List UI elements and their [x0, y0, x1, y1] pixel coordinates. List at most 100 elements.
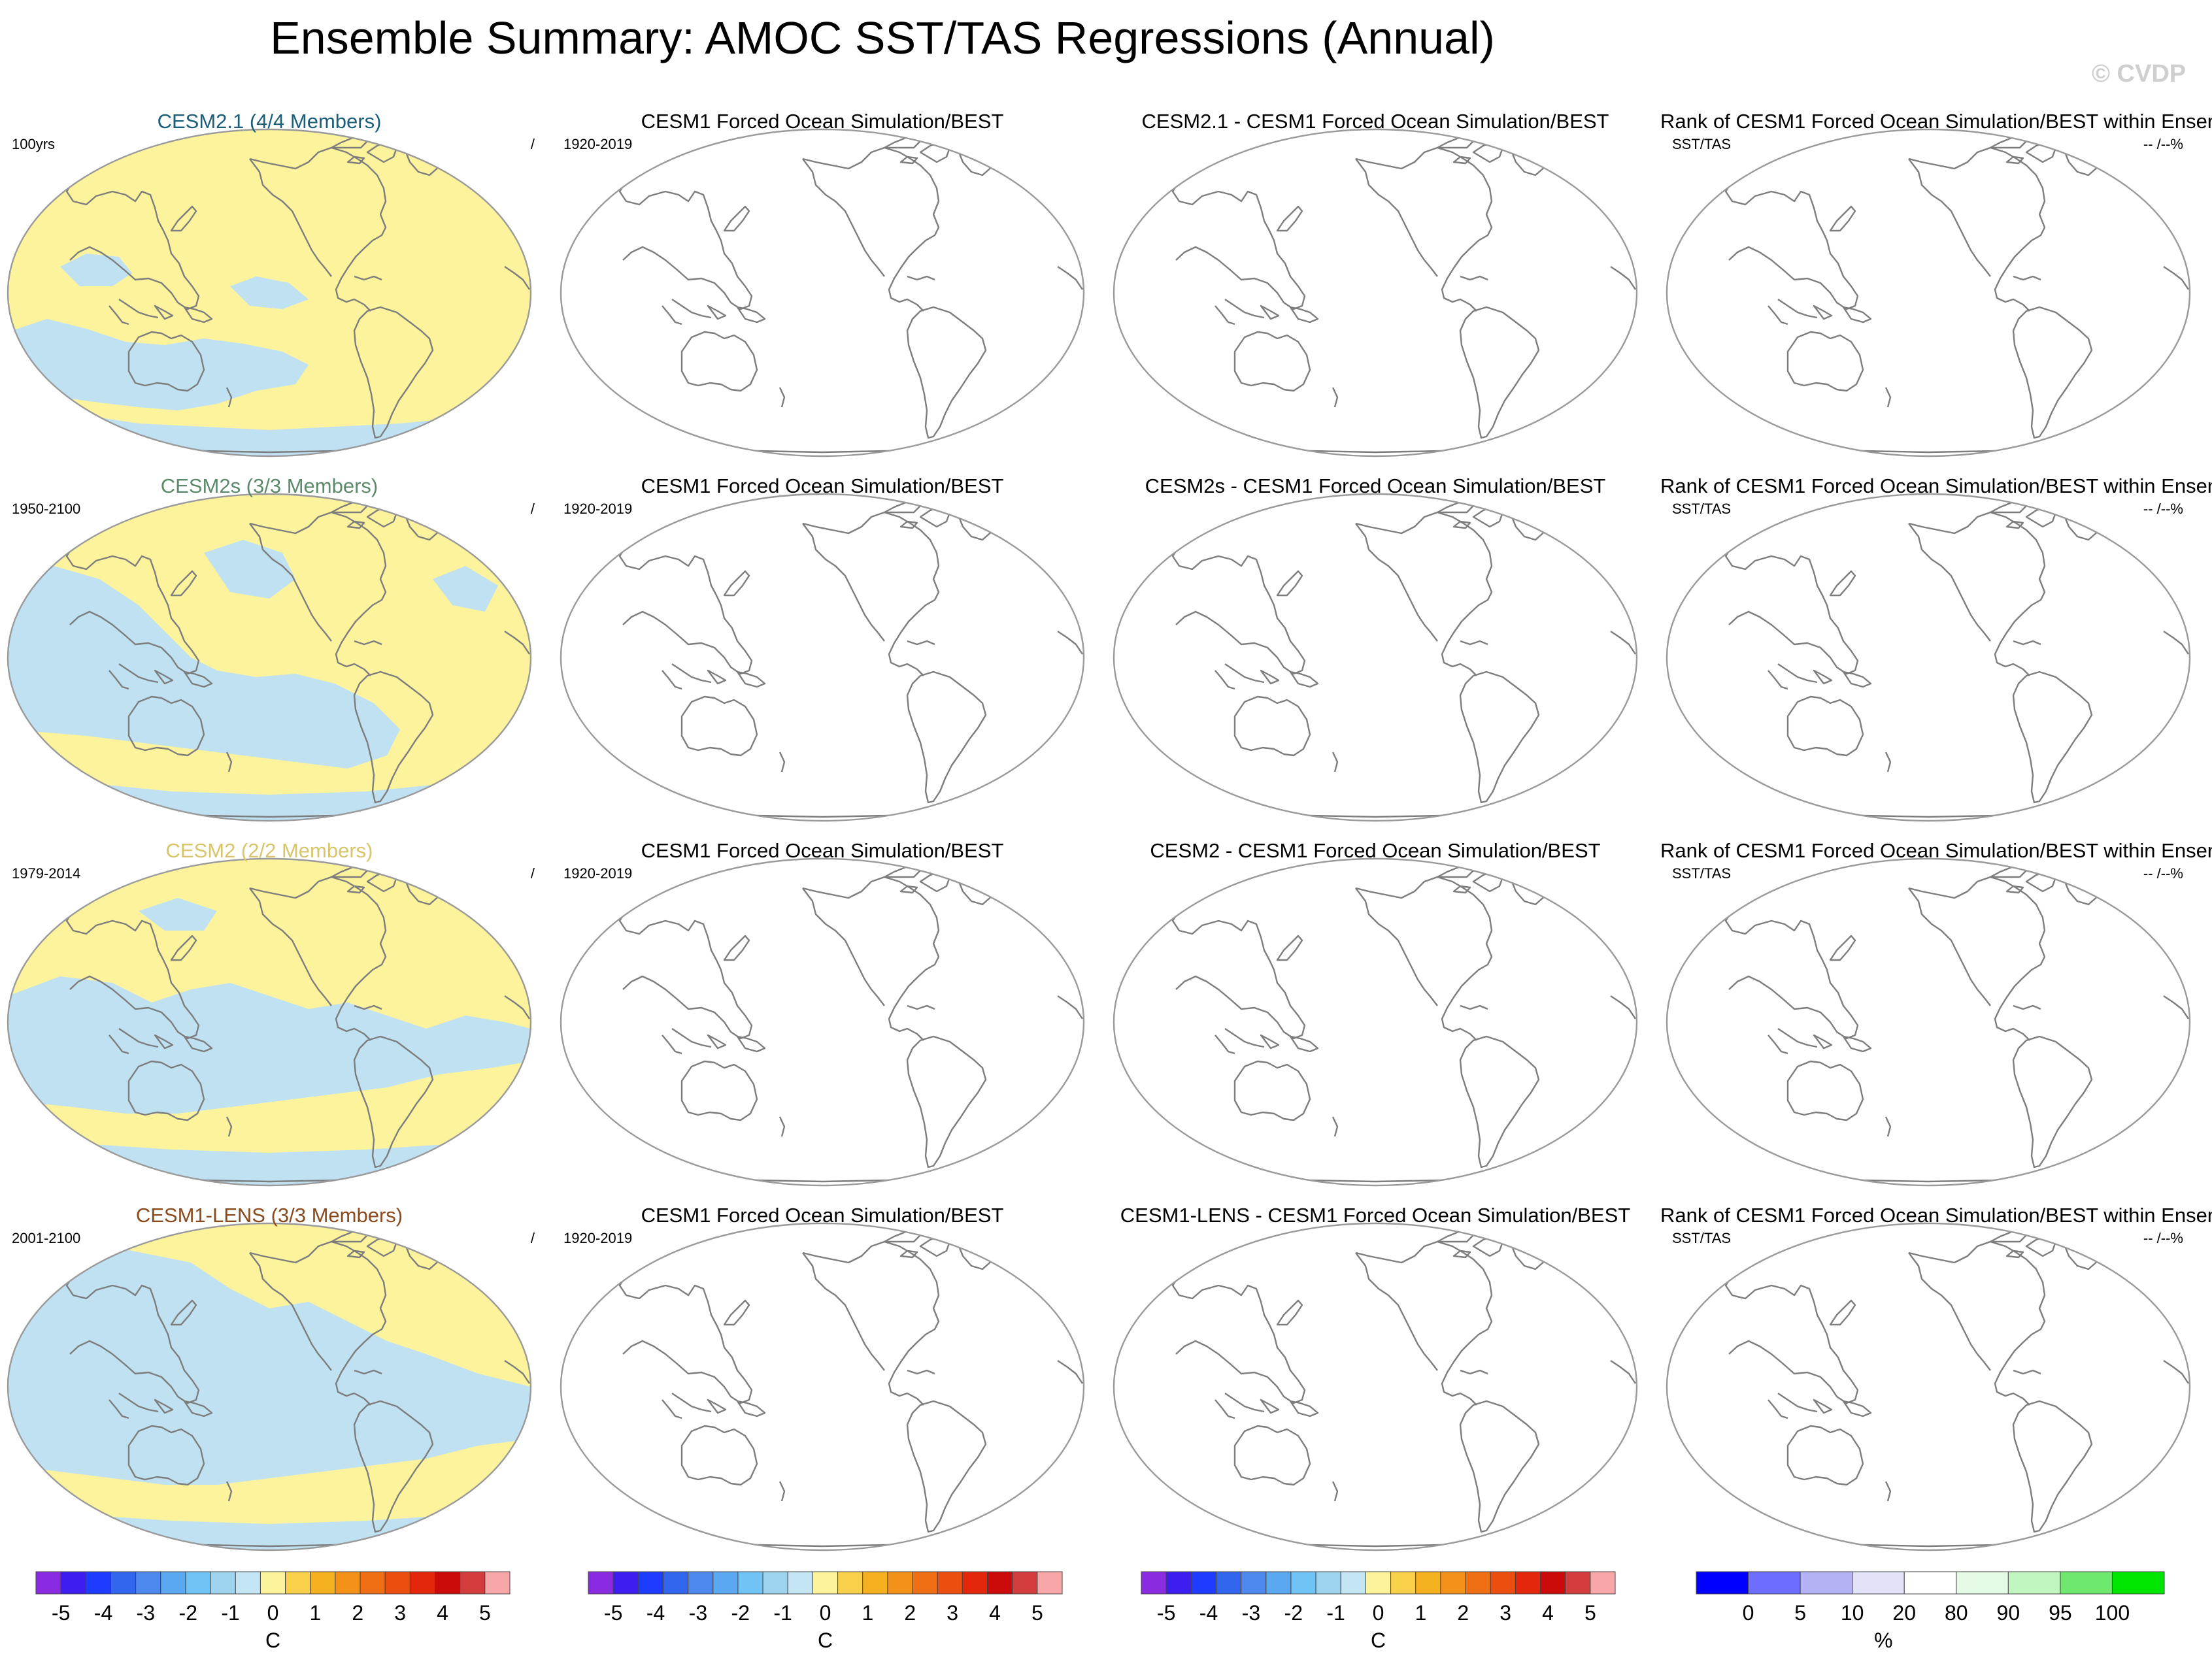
- colorbar-swatch: [1565, 1571, 1591, 1595]
- rank-percent: -- /--%: [2143, 136, 2183, 152]
- colorbar-tick-label: 80: [1945, 1601, 1968, 1625]
- colorbar-swatch: [435, 1571, 461, 1595]
- colorbar-swatch: [1490, 1571, 1516, 1595]
- colorbar-swatch: [1315, 1571, 1341, 1595]
- rank-title: Rank of CESM1 Forced Ocean Simulation/BE…: [1660, 474, 2212, 497]
- map-panel-r2-c4: Rank of CESM1 Forced Ocean Simulation/BE…: [1660, 474, 2212, 822]
- colorbar-swatch: [235, 1571, 261, 1595]
- map-border: [1666, 1222, 2191, 1551]
- map-border: [7, 493, 532, 822]
- colorbar-tick-label: 2: [1457, 1601, 1469, 1625]
- model-pattern-correlation: /: [531, 1230, 535, 1246]
- colorbar-tick-label: -4: [1199, 1601, 1218, 1625]
- model-period: 2001-2100: [12, 1230, 80, 1246]
- model-title: CESM2s (3/3 Members): [161, 474, 378, 497]
- colorbar-swatch: [1215, 1571, 1242, 1595]
- colorbar-swatch: [60, 1571, 86, 1595]
- colorbar-tick-label: -3: [1242, 1601, 1260, 1625]
- rank-title: Rank of CESM1 Forced Ocean Simulation/BE…: [1660, 1204, 2212, 1227]
- map-panel-r1-c2: CESM1 Forced Ocean Simulation/BEST 1920-2…: [560, 110, 1085, 457]
- map-border: [1666, 857, 2191, 1187]
- colorbar-tick-label: -1: [1326, 1601, 1345, 1625]
- colorbar-tick-label: -2: [731, 1601, 750, 1625]
- colorbar-swatch: [962, 1571, 988, 1595]
- colorbar-unit: C: [818, 1629, 833, 1652]
- colorbar-tick-label: 0: [820, 1601, 831, 1625]
- colorbar-tick-label: 2: [904, 1601, 916, 1625]
- diff-title: CESM1-LENS - CESM1 Forced Ocean Simulati…: [1120, 1204, 1630, 1227]
- map-panel-r4-c2: CESM1 Forced Ocean Simulation/BEST 1920-2…: [560, 1204, 1085, 1551]
- colorbar-swatch: [637, 1571, 663, 1595]
- colorbar-swatch: [1540, 1571, 1566, 1595]
- rank-percent: -- /--%: [2143, 865, 2183, 882]
- obs-title: CESM1 Forced Ocean Simulation/BEST: [641, 839, 1004, 862]
- colorbar-tick-label: 5: [479, 1601, 491, 1625]
- colorbar-tick-label: 0: [267, 1601, 279, 1625]
- colorbar-tick-label: 1: [862, 1601, 873, 1625]
- map-panel-r3-c4: Rank of CESM1 Forced Ocean Simulation/BE…: [1660, 839, 2212, 1187]
- colorbar-tick-label: 95: [2049, 1601, 2072, 1625]
- page-title: Ensemble Summary: AMOC SST/TAS Regressio…: [270, 12, 1495, 63]
- colorbar-2: -5 -4 -3 -2 -1 0 1 2 3 4 5 C: [588, 1571, 1063, 1652]
- colorbar-3: -5 -4 -3 -2 -1 0 1 2 3 4 5 C: [1141, 1571, 1616, 1652]
- colorbar-swatch: [1903, 1571, 1957, 1595]
- colorbar-tick-label: -3: [137, 1601, 155, 1625]
- colorbar-unit: %: [1874, 1629, 1892, 1652]
- map-panel-r3-c1: CESM2 (2/2 Members) 1979-2014 /: [7, 839, 535, 1187]
- colorbar-swatch: [1365, 1571, 1392, 1595]
- model-pattern-correlation: /: [531, 865, 535, 882]
- rank-percent: -- /--%: [2143, 501, 2183, 517]
- colorbar-swatch: [2060, 1571, 2113, 1595]
- colorbar-tick-label: -4: [94, 1601, 112, 1625]
- colorbar-swatch: [1241, 1571, 1267, 1595]
- colorbar-swatch: [612, 1571, 639, 1595]
- colorbar-swatch: [1956, 1571, 2009, 1595]
- model-pattern-correlation: /: [531, 501, 535, 517]
- colorbar-tick-label: 4: [1542, 1601, 1554, 1625]
- rank-variable: SST/TAS: [1672, 136, 1731, 152]
- model-title: CESM2 (2/2 Members): [166, 839, 373, 862]
- map-border: [7, 128, 532, 457]
- map-panel-r4-c1: CESM1-LENS (3/3 Members) 2001-2100 /: [7, 1204, 535, 1551]
- map-panel-r1-c3: CESM2.1 - CESM1 Forced Ocean Simulation/…: [1113, 110, 1638, 457]
- map-panel-r1-c1: CESM2.1 (4/4 Members) 100yrs /: [7, 110, 535, 457]
- colorbar-swatch: [2111, 1571, 2165, 1595]
- colorbar-swatch: [987, 1571, 1013, 1595]
- colorbar-tick-label: 100: [2095, 1601, 2130, 1625]
- diff-title: CESM2 - CESM1 Forced Ocean Simulation/BE…: [1150, 839, 1600, 862]
- map-border: [7, 1222, 532, 1551]
- colorbar-swatch: [335, 1571, 361, 1595]
- map-panel-r2-c1: CESM2s (3/3 Members) 1950-2100 /: [7, 474, 535, 822]
- diff-title: CESM2s - CESM1 Forced Ocean Simulation/B…: [1145, 474, 1606, 497]
- colorbar-swatch: [1800, 1571, 1853, 1595]
- colorbar-tick-label: -1: [221, 1601, 239, 1625]
- colorbar-swatch: [1590, 1571, 1616, 1595]
- colorbar-swatch: [1141, 1571, 1167, 1595]
- obs-title: CESM1 Forced Ocean Simulation/BEST: [641, 1204, 1004, 1227]
- colorbar-swatch: [912, 1571, 938, 1595]
- colorbar-swatch: [85, 1571, 111, 1595]
- map-panel-r1-c4: Rank of CESM1 Forced Ocean Simulation/BE…: [1660, 110, 2212, 457]
- colorbar-tick-label: 5: [1031, 1601, 1043, 1625]
- map-border: [560, 493, 1085, 822]
- colorbar-swatch: [1012, 1571, 1038, 1595]
- colorbar-swatch: [1165, 1571, 1192, 1595]
- colorbar-tick-label: 90: [1997, 1601, 2020, 1625]
- colorbar-tick-label: 3: [1500, 1601, 1511, 1625]
- model-period: 1950-2100: [12, 501, 80, 517]
- colorbar-swatch: [1852, 1571, 1905, 1595]
- rank-title: Rank of CESM1 Forced Ocean Simulation/BE…: [1660, 110, 2212, 133]
- map-border: [1113, 857, 1638, 1187]
- map-panel-r3-c2: CESM1 Forced Ocean Simulation/BEST 1920-2…: [560, 839, 1085, 1187]
- model-title: CESM1-LENS (3/3 Members): [136, 1204, 403, 1227]
- colorbar-swatch: [210, 1571, 236, 1595]
- colorbar-swatch: [484, 1571, 511, 1595]
- colorbar-swatch: [160, 1571, 186, 1595]
- model-pattern-correlation: /: [531, 136, 535, 152]
- colorbar-swatch: [310, 1571, 336, 1595]
- colorbar-swatch: [887, 1571, 913, 1595]
- rank-percent: -- /--%: [2143, 1230, 2183, 1246]
- colorbar-swatch: [688, 1571, 714, 1595]
